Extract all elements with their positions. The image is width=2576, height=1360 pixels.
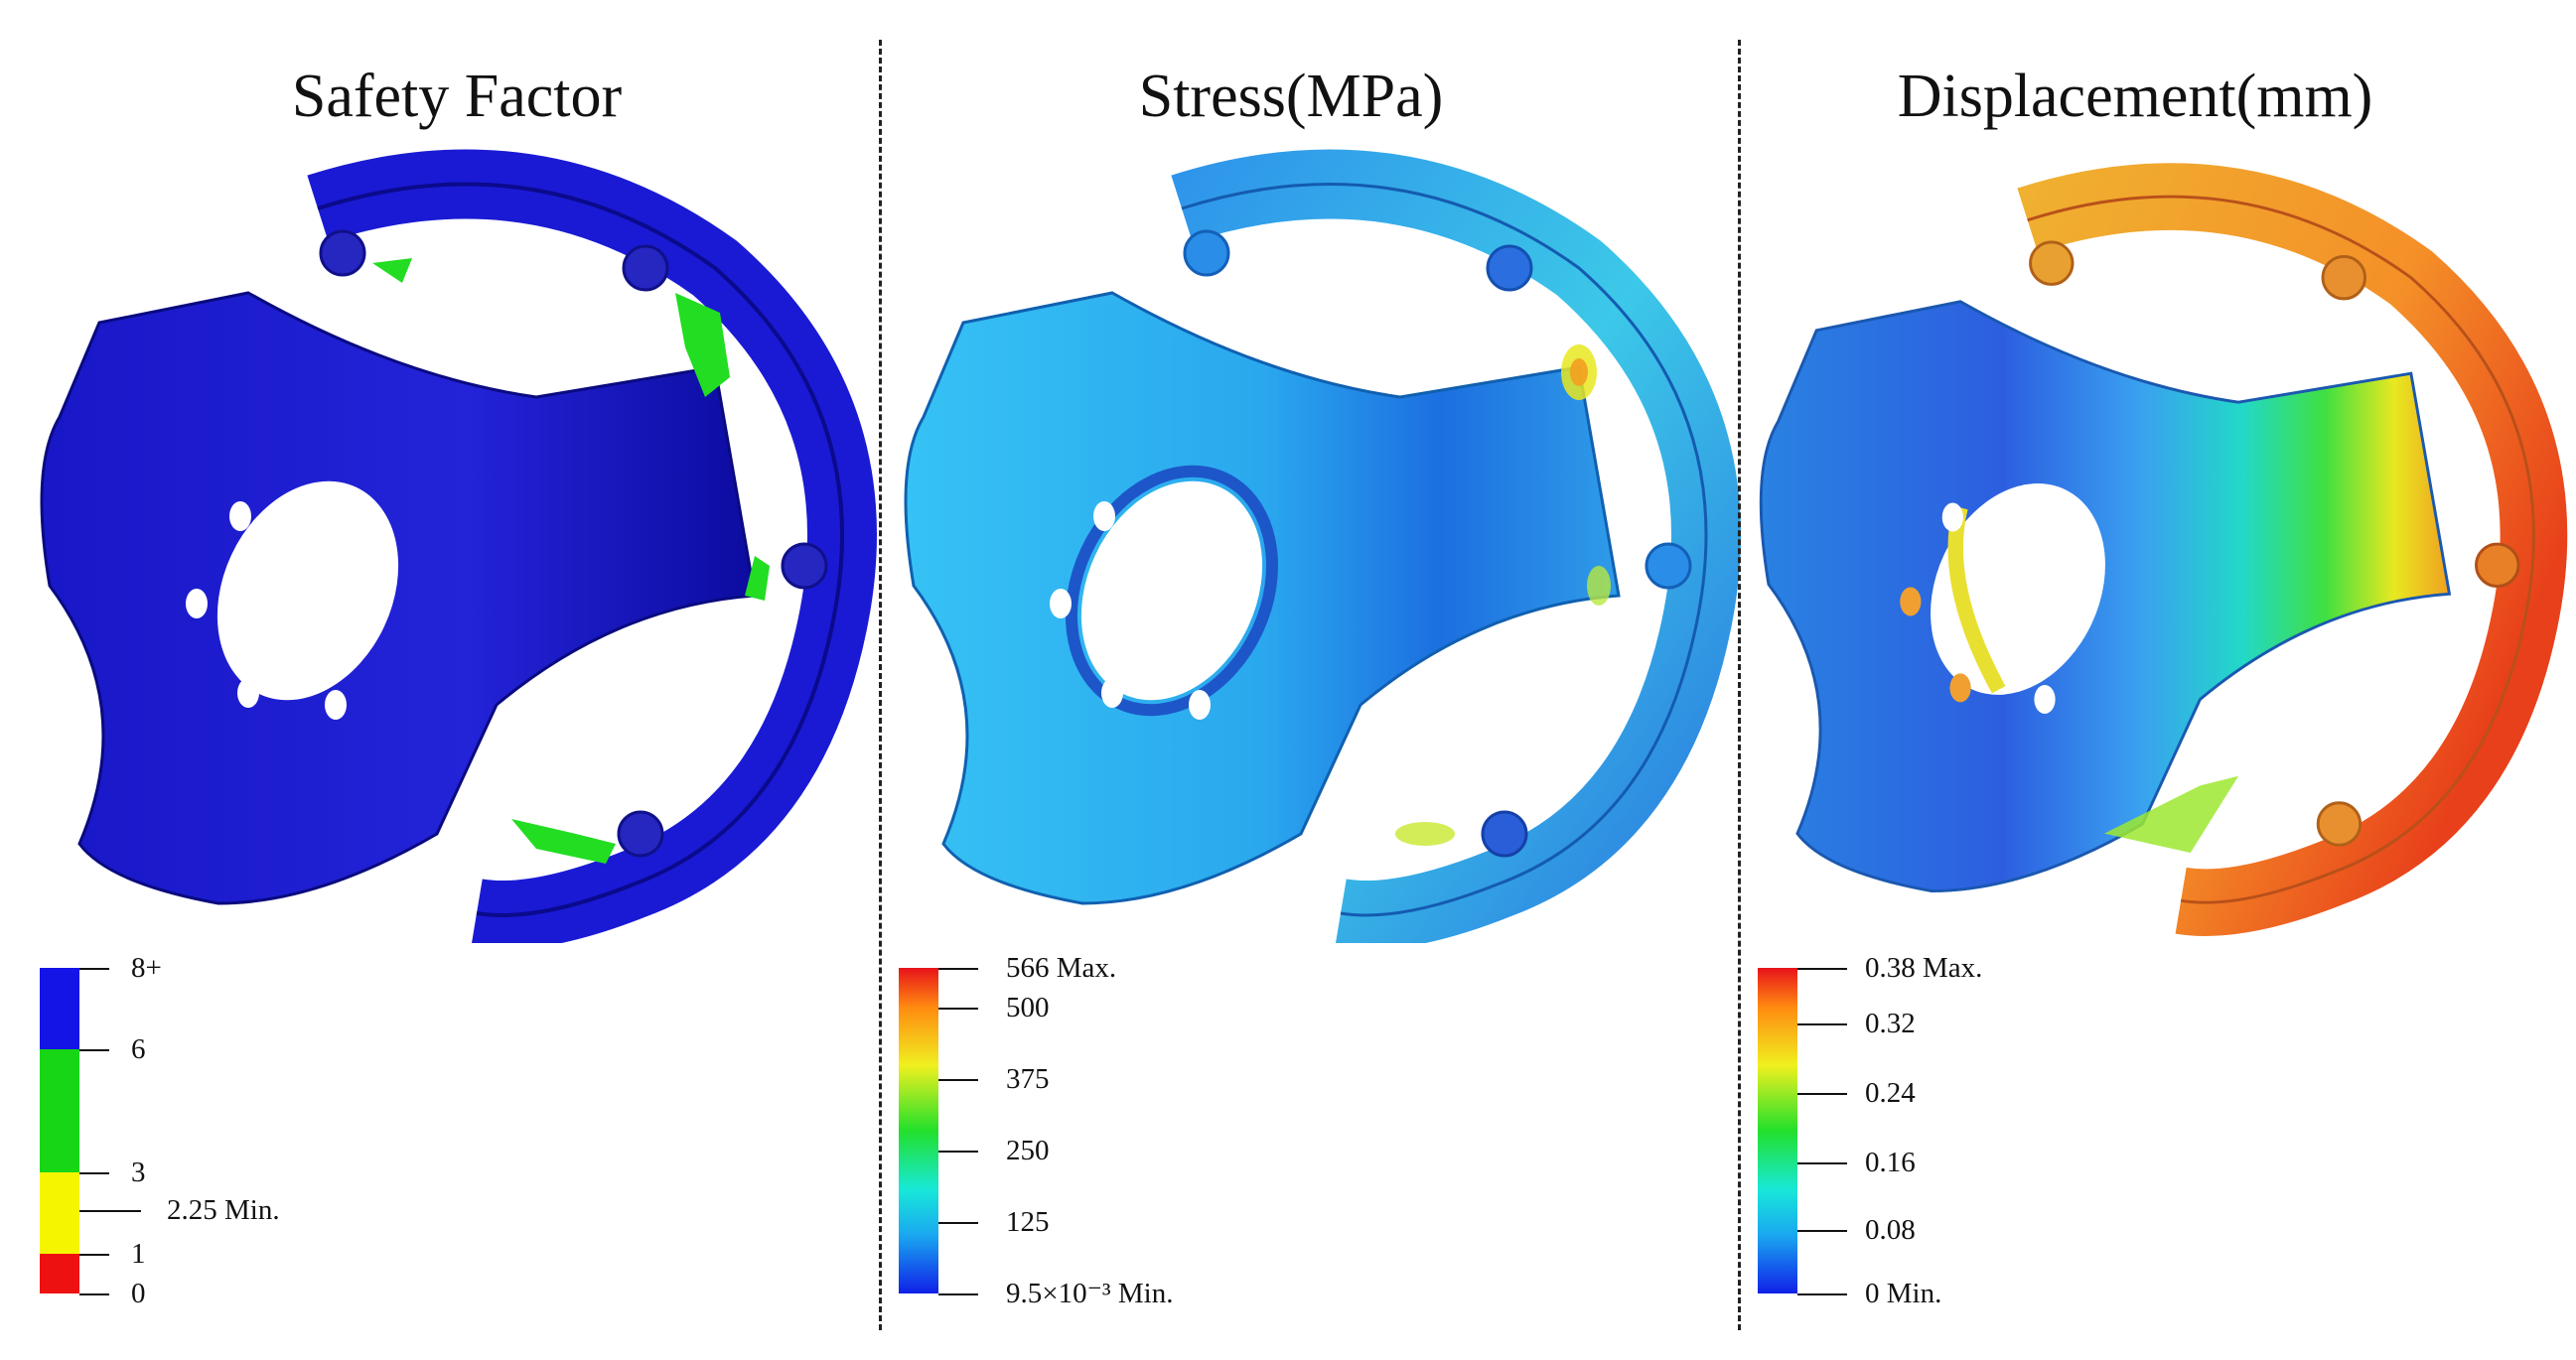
stress-model bbox=[904, 149, 1741, 943]
legend-label-max: 566 Max. bbox=[1006, 952, 1117, 984]
legend-label-max: 0.38 Max. bbox=[1865, 952, 1983, 984]
legend-label-min: 9.5×10⁻³ Min. bbox=[1006, 1278, 1174, 1309]
safety-factor-legend: 8+ 6 3 2.25 Min. 1 0 bbox=[40, 954, 338, 1309]
legend-label: 500 bbox=[1006, 992, 1050, 1023]
legend-label: 0.32 bbox=[1865, 1008, 1916, 1039]
safety-factor-title: Safety Factor bbox=[291, 63, 623, 130]
legend-band-red bbox=[40, 1254, 79, 1293]
legend-label: 0.16 bbox=[1865, 1147, 1916, 1178]
legend-band-yellow bbox=[40, 1172, 79, 1254]
stress-colorbar bbox=[899, 968, 938, 1293]
legend-band-blue bbox=[40, 968, 79, 1049]
legend-label: 1 bbox=[131, 1238, 146, 1270]
legend-label: 0 bbox=[131, 1278, 146, 1309]
stress-legend: 566 Max. 500 375 250 125 9.5×10⁻³ Min. bbox=[899, 954, 1216, 1309]
legend-label: 0.24 bbox=[1865, 1077, 1916, 1109]
legend-label: 8+ bbox=[131, 952, 162, 984]
legend-label: 6 bbox=[131, 1033, 146, 1065]
legend-band-green bbox=[40, 1049, 79, 1172]
panel-divider bbox=[879, 40, 882, 1330]
legend-label: 3 bbox=[131, 1156, 146, 1188]
legend-label: 375 bbox=[1006, 1063, 1050, 1095]
safety-factor-model bbox=[40, 149, 877, 943]
legend-label-min: 0 Min. bbox=[1865, 1278, 1942, 1309]
panel-divider bbox=[1738, 40, 1741, 1330]
legend-label: 125 bbox=[1006, 1206, 1050, 1238]
legend-label-min: 2.25 Min. bbox=[167, 1194, 280, 1226]
displacement-colorbar bbox=[1758, 968, 1797, 1293]
displacement-title: Displacement(mm) bbox=[1897, 63, 2373, 130]
stress-title: Stress(MPa) bbox=[1138, 63, 1444, 130]
displacement-model bbox=[1759, 163, 2568, 936]
displacement-legend: 0.38 Max. 0.32 0.24 0.16 0.08 0 Min. bbox=[1758, 954, 2075, 1309]
legend-label: 0.08 bbox=[1865, 1214, 1916, 1246]
legend-label: 250 bbox=[1006, 1135, 1050, 1166]
